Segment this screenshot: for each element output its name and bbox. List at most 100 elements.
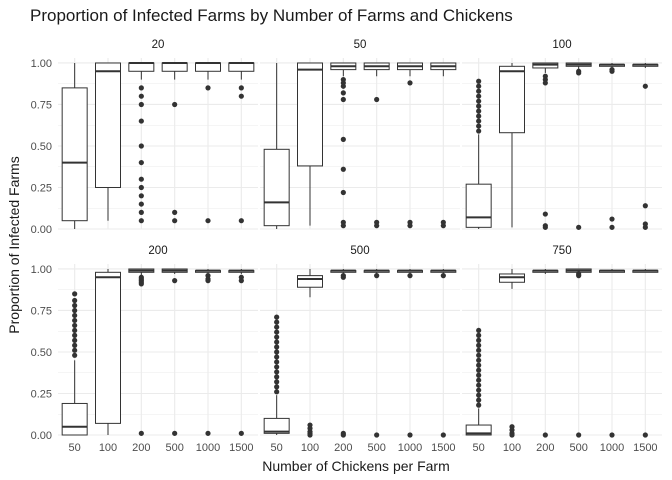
box-iqr	[297, 62, 323, 167]
box-100	[95, 62, 121, 221]
outlier-point	[476, 392, 482, 398]
outlier-point	[274, 374, 280, 380]
box-iqr	[61, 87, 88, 222]
outlier-point	[138, 201, 144, 207]
box-1000	[599, 62, 625, 230]
outlier-point	[407, 432, 413, 438]
y-tick-label: 1.00	[31, 58, 52, 70]
outlier-point	[138, 184, 144, 191]
facet-strip-label: 750	[552, 245, 571, 257]
box-iqr	[499, 65, 525, 134]
box-1500	[228, 61, 255, 224]
x-tick-label: 500	[367, 442, 385, 454]
box-iqr	[95, 271, 121, 424]
box-50	[465, 78, 492, 229]
outlier-point	[274, 339, 280, 345]
y-tick-label: 1.00	[31, 264, 52, 276]
outlier-point	[476, 93, 482, 99]
facet-strip-label: 500	[350, 245, 369, 257]
outlier-point	[274, 324, 280, 330]
box-500	[363, 268, 390, 438]
outlier-point	[440, 223, 446, 229]
box-iqr	[263, 148, 290, 227]
y-tick-label: 0.25	[31, 182, 52, 194]
outlier-point	[274, 384, 280, 390]
outlier-point	[340, 83, 346, 89]
outlier-point	[205, 85, 211, 91]
y-tick-label: 0.00	[31, 430, 52, 442]
x-tick-label: 500	[165, 442, 183, 454]
facet-panel-50: 50	[260, 39, 460, 230]
outlier-point	[476, 397, 482, 403]
outlier-point	[542, 211, 548, 217]
outlier-point	[340, 90, 346, 96]
outlier-point	[340, 96, 346, 103]
x-tick-label: 100	[301, 442, 319, 454]
box-200	[330, 62, 357, 229]
box-50	[61, 62, 88, 229]
chart-title: Proportion of Infected Farms by Number o…	[30, 6, 513, 25]
box-1000	[397, 62, 423, 229]
outlier-point	[274, 314, 280, 320]
outlier-point	[476, 387, 482, 393]
box-500	[565, 62, 592, 230]
box-100	[95, 268, 121, 435]
outlier-point	[374, 96, 380, 103]
outlier-point	[138, 93, 144, 99]
x-tick-label: 200	[132, 442, 150, 454]
box-iqr	[263, 417, 290, 434]
box-iqr	[465, 424, 492, 436]
outlier-point	[72, 291, 78, 297]
x-axis-title: Number of Chickens per Farm	[262, 458, 450, 474]
outlier-point	[138, 118, 144, 124]
x-tick-label: 1500	[633, 442, 657, 454]
outlier-point	[476, 113, 482, 119]
outlier-point	[205, 278, 211, 284]
outlier-point	[274, 344, 280, 350]
outlier-point	[72, 302, 78, 309]
outlier-point	[274, 379, 280, 385]
outlier-point	[72, 342, 78, 348]
box-iqr	[195, 62, 221, 72]
facet-panel-750: 750 50 100 200 500 1000 1500	[462, 245, 662, 454]
outlier-point	[205, 218, 211, 224]
box-1000	[195, 268, 221, 436]
outlier-point	[609, 432, 615, 438]
outlier-point	[476, 108, 482, 114]
outlier-point	[238, 85, 244, 91]
outlier-point	[72, 322, 78, 329]
y-tick-label: 0.75	[31, 305, 52, 317]
outlier-point	[72, 312, 78, 319]
outlier-point	[407, 273, 413, 279]
box-1000	[599, 268, 625, 438]
outlier-point	[238, 93, 244, 99]
outlier-point	[340, 274, 346, 280]
outlier-point	[476, 347, 482, 353]
facet-panel-500: 500 50 100 200 500 1000 1500	[260, 245, 460, 454]
outlier-point	[340, 166, 346, 172]
outlier-point	[476, 123, 482, 129]
outlier-point	[72, 307, 78, 314]
outlier-point	[274, 354, 280, 360]
outlier-point	[576, 70, 582, 76]
box-50	[263, 62, 290, 229]
outlier-point	[476, 83, 482, 89]
box-200	[128, 61, 155, 224]
x-tick-label: 100	[99, 442, 117, 454]
outlier-point	[274, 364, 280, 370]
outlier-point	[238, 218, 244, 224]
x-tick-label: 1500	[229, 442, 253, 454]
facet-panel-200: 200 0.00 0.25 0.50 0.75 1.00 50 100 200 500 1000 15…	[31, 245, 258, 454]
outlier-point	[307, 432, 313, 438]
y-tick-label: 0.25	[31, 388, 52, 400]
outlier-point	[138, 143, 144, 149]
outlier-point	[576, 224, 582, 230]
outlier-point	[476, 337, 482, 343]
box-50	[61, 291, 88, 436]
y-tick-label: 0.50	[31, 347, 52, 359]
outlier-point	[407, 80, 413, 86]
outlier-point	[172, 101, 178, 108]
box-1000	[397, 268, 423, 438]
outlier-point	[509, 432, 515, 438]
outlier-point	[172, 278, 178, 284]
